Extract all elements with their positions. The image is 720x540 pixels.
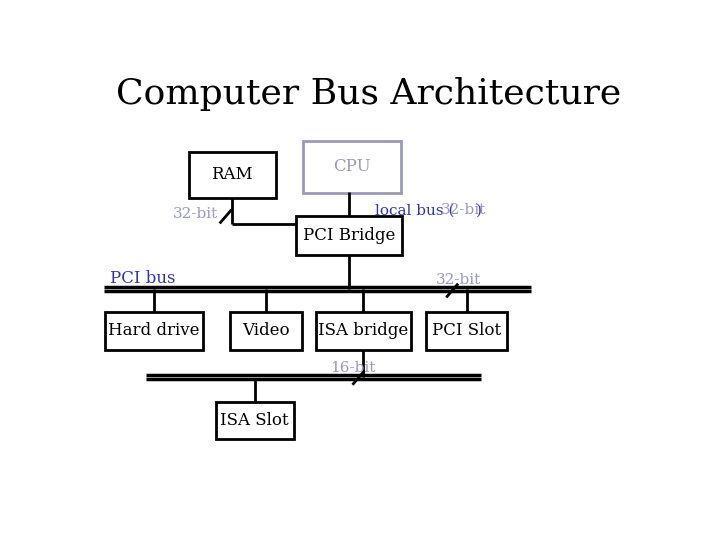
Text: local bus (: local bus (	[374, 204, 454, 217]
Bar	[297, 215, 402, 255]
Text: ISA bridge: ISA bridge	[318, 322, 408, 340]
Bar	[426, 312, 507, 349]
Bar	[303, 141, 401, 193]
Bar	[189, 152, 276, 198]
Text: PCI Bridge: PCI Bridge	[303, 227, 396, 244]
Bar	[230, 312, 302, 349]
Bar	[105, 312, 203, 349]
Text: 16-bit: 16-bit	[330, 361, 375, 375]
Text: 32-bit: 32-bit	[173, 207, 218, 221]
Text: Video: Video	[242, 322, 289, 340]
Text: 32-bit: 32-bit	[441, 204, 486, 217]
Text: Computer Bus Architecture: Computer Bus Architecture	[117, 77, 621, 111]
Text: Hard drive: Hard drive	[109, 322, 200, 340]
Text: ISA Slot: ISA Slot	[220, 412, 289, 429]
Text: 32-bit: 32-bit	[436, 273, 481, 287]
Text: PCI bus: PCI bus	[109, 270, 175, 287]
Bar	[316, 312, 411, 349]
Text: CPU: CPU	[333, 158, 371, 175]
Text: PCI Slot: PCI Slot	[432, 322, 501, 340]
Bar	[215, 402, 294, 439]
Text: ): )	[476, 204, 482, 217]
Text: RAM: RAM	[212, 166, 253, 184]
